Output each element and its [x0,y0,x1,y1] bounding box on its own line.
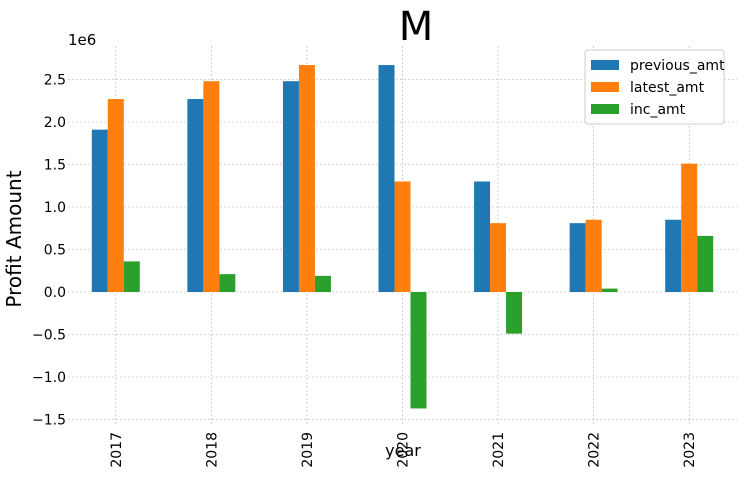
bar-latest_amt-2019 [298,65,315,292]
bar-previous_amt-2019 [282,81,299,292]
x-axis-label: year [385,441,421,460]
bar-previous_amt-2021 [474,181,491,292]
y-tick-label: −1.0 [32,370,66,386]
bar-latest_amt-2021 [490,223,507,292]
bar-inc_amt-2018 [219,274,236,292]
bar-latest_amt-2020 [394,181,411,292]
chart-title: M [399,4,434,50]
x-tick-label: 2019 [300,432,316,468]
bar-inc_amt-2021 [506,292,523,334]
y-tick-label: 2.5 [44,73,66,89]
legend-swatch [591,82,619,92]
y-axis-offset-label: 1e6 [68,31,96,49]
bar-latest_amt-2017 [107,99,124,292]
bar-previous_amt-2022 [569,223,586,292]
y-tick-label: 1.0 [44,200,66,216]
y-tick-label: 0.5 [44,243,66,259]
bar-previous_amt-2018 [187,99,204,292]
y-tick-label: −1.5 [32,413,66,429]
bars-layer [91,65,714,409]
bar-previous_amt-2017 [91,129,108,292]
legend: previous_amt latest_amt inc_amt [584,49,725,125]
bar-inc_amt-2019 [314,275,331,292]
legend-swatch [591,60,619,70]
bar-latest_amt-2018 [203,81,220,292]
legend-swatch [591,104,619,114]
bar-previous_amt-2020 [378,65,395,292]
legend-label: inc_amt [630,102,686,118]
y-axis-label: Profit Amount [2,170,26,307]
y-tick-label: 2.0 [44,115,66,131]
x-tick-label: 2017 [109,432,125,468]
legend-label: previous_amt [630,58,725,74]
x-tick-label: 2022 [587,432,603,468]
x-tick-label: 2021 [491,432,507,468]
legend-label: latest_amt [630,80,705,96]
bar-inc_amt-2017 [123,261,140,292]
legend-box [584,49,725,125]
bar-previous_amt-2023 [665,219,682,292]
x-tick-label: 2018 [204,432,220,468]
y-tick-label: −0.5 [32,328,66,344]
y-tick-label: 1.5 [44,158,66,174]
bar-latest_amt-2022 [585,219,602,292]
bar-inc_amt-2022 [601,288,618,292]
bar-inc_amt-2020 [410,292,427,409]
bar-latest_amt-2023 [681,163,698,292]
ticks-layer: −1.5 −1.0 −0.5 0.0 0.5 1.0 1.5 2.0 2.5 2017 2018 20… [32,73,698,468]
bar-inc_amt-2023 [697,235,714,292]
x-tick-label: 2020 [396,432,412,468]
x-tick-label: 2023 [682,432,698,468]
y-tick-label: 0.0 [44,285,66,301]
